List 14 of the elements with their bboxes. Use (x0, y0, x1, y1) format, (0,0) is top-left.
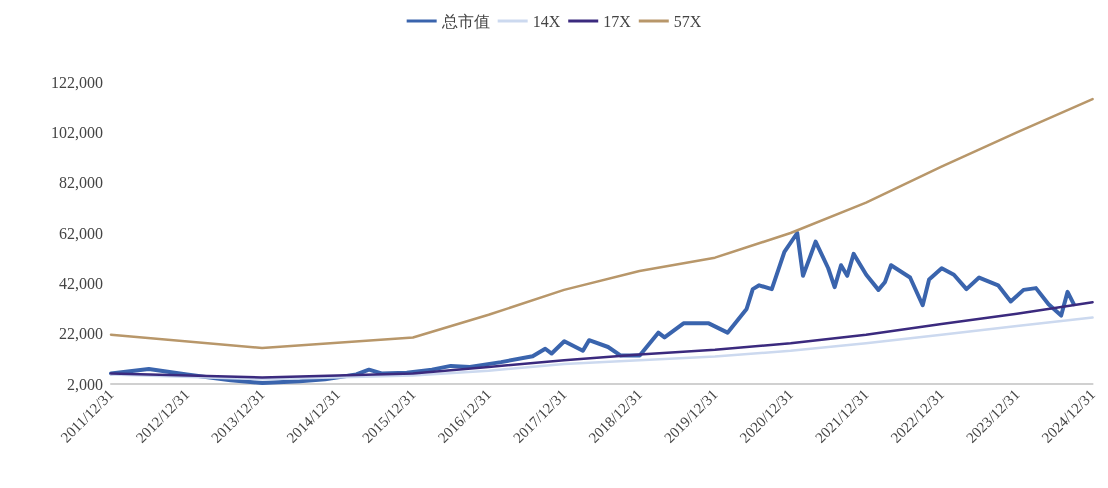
y-tick-label: 62,000 (59, 224, 103, 242)
legend-label: 17X (603, 12, 632, 30)
line-series (109, 316, 1094, 381)
y-tick-label: 102,000 (51, 123, 103, 141)
y-tick-label: 22,000 (59, 325, 103, 343)
y-tick-label: 122,000 (51, 73, 103, 91)
y-tick-label: 82,000 (59, 174, 103, 192)
line-series (109, 300, 1094, 379)
legend-label: 14X (532, 12, 561, 30)
line-series (109, 97, 1094, 350)
legend-label: 总市值 (440, 12, 490, 30)
legend-label: 57X (673, 12, 702, 30)
y-tick-label: 2,000 (67, 375, 103, 393)
y-tick-label: 42,000 (59, 274, 103, 292)
